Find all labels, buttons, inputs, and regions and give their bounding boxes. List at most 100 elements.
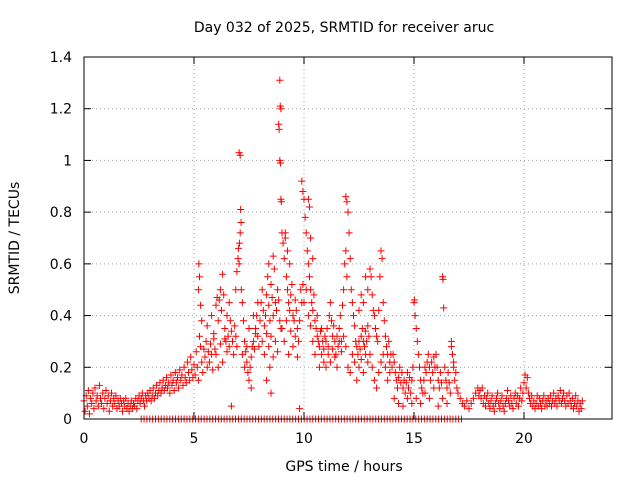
data-point bbox=[553, 402, 561, 410]
data-point bbox=[438, 379, 445, 387]
data-point bbox=[210, 330, 218, 338]
data-point bbox=[295, 337, 302, 345]
data-point bbox=[223, 348, 231, 356]
grid-lines bbox=[84, 57, 612, 419]
data-point bbox=[428, 358, 436, 366]
data-point bbox=[218, 306, 225, 314]
data-point bbox=[245, 325, 253, 332]
data-point bbox=[478, 384, 486, 392]
data-point bbox=[289, 312, 297, 320]
data-point bbox=[385, 337, 393, 345]
data-point bbox=[345, 229, 353, 237]
data-point bbox=[311, 350, 319, 358]
data-point bbox=[166, 389, 174, 397]
data-point bbox=[452, 368, 460, 376]
data-point bbox=[518, 397, 526, 405]
data-point bbox=[267, 332, 275, 340]
data-point bbox=[227, 402, 235, 410]
data-point bbox=[333, 363, 341, 371]
y-tick-label: 1.2 bbox=[50, 102, 72, 118]
data-point bbox=[105, 407, 113, 415]
data-point bbox=[304, 312, 312, 320]
data-point bbox=[260, 350, 268, 358]
x-axis-title: GPS time / hours bbox=[285, 459, 402, 475]
data-point bbox=[434, 402, 442, 410]
data-point bbox=[288, 281, 296, 289]
data-point bbox=[488, 392, 496, 400]
data-point bbox=[223, 312, 231, 320]
data-point bbox=[315, 343, 323, 351]
data-point bbox=[238, 350, 246, 358]
data-point bbox=[214, 363, 222, 371]
data-point bbox=[241, 363, 249, 371]
data-point bbox=[494, 389, 502, 397]
data-point bbox=[197, 301, 205, 309]
data-point bbox=[381, 332, 389, 340]
data-point bbox=[276, 159, 284, 167]
data-point bbox=[237, 286, 245, 294]
data-point bbox=[313, 332, 321, 340]
data-point bbox=[322, 337, 330, 345]
data-point bbox=[281, 229, 289, 237]
data-point bbox=[216, 340, 224, 348]
data-point bbox=[180, 363, 188, 371]
data-point bbox=[540, 392, 548, 400]
data-point bbox=[522, 384, 530, 392]
data-point bbox=[205, 358, 213, 366]
data-point bbox=[286, 306, 294, 314]
data-point bbox=[355, 306, 363, 314]
data-point bbox=[308, 299, 316, 307]
data-point bbox=[235, 260, 243, 268]
data-point bbox=[389, 350, 397, 358]
data-point bbox=[443, 384, 451, 392]
data-point bbox=[321, 332, 329, 340]
data-point bbox=[238, 299, 246, 307]
data-point bbox=[347, 286, 355, 294]
data-point bbox=[252, 330, 260, 338]
data-point bbox=[249, 337, 257, 345]
data-point bbox=[226, 317, 234, 325]
data-point bbox=[350, 312, 357, 320]
data-point bbox=[303, 247, 311, 255]
data-point bbox=[391, 368, 399, 376]
data-point bbox=[422, 368, 430, 376]
data-point bbox=[84, 387, 92, 395]
data-point bbox=[163, 374, 170, 382]
data-point bbox=[265, 301, 273, 309]
data-point bbox=[403, 394, 411, 402]
data-point bbox=[432, 350, 440, 358]
data-point bbox=[285, 299, 293, 307]
data-point bbox=[172, 379, 180, 387]
data-point bbox=[269, 252, 277, 260]
data-point bbox=[301, 213, 309, 221]
data-point bbox=[212, 301, 220, 309]
data-point bbox=[304, 260, 312, 268]
data-point bbox=[383, 343, 390, 351]
y-tick-label: 0.8 bbox=[50, 205, 72, 221]
data-point bbox=[373, 332, 381, 340]
data-point bbox=[306, 273, 313, 281]
axis-ticks: 0 0.2 0.4 0.6 0.8 1 1.2 1.4 0 5 10 15 20 bbox=[50, 50, 612, 447]
data-point bbox=[357, 291, 365, 299]
data-point bbox=[504, 387, 511, 395]
y-axis-title: SRMTID / TECUs bbox=[7, 182, 23, 295]
data-point bbox=[409, 363, 417, 371]
data-point bbox=[233, 343, 241, 351]
data-point bbox=[451, 376, 459, 384]
data-point bbox=[277, 105, 285, 113]
data-point bbox=[395, 399, 403, 407]
data-point bbox=[236, 239, 244, 247]
data-point bbox=[408, 376, 416, 384]
x-tick-label: 15 bbox=[405, 431, 423, 447]
data-point bbox=[343, 273, 351, 281]
data-point bbox=[271, 337, 279, 345]
data-point bbox=[523, 374, 531, 382]
data-point bbox=[258, 286, 266, 294]
data-point bbox=[203, 363, 211, 371]
data-point bbox=[388, 363, 396, 371]
data-point bbox=[334, 343, 342, 351]
y-tick-label: 0.6 bbox=[50, 257, 72, 273]
data-point bbox=[453, 384, 461, 392]
data-point bbox=[311, 317, 319, 325]
data-point bbox=[497, 397, 505, 405]
